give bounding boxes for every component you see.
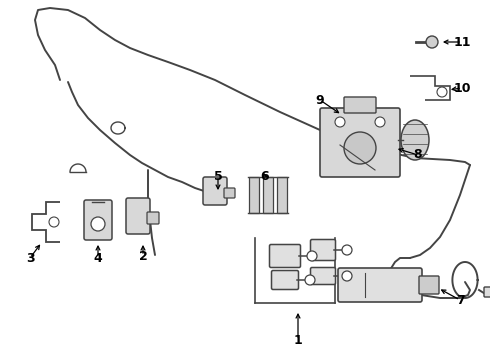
Circle shape [344,132,376,164]
Text: 11: 11 [453,36,471,49]
Ellipse shape [401,120,429,160]
FancyBboxPatch shape [271,270,298,289]
Circle shape [307,251,317,261]
Text: 6: 6 [261,170,270,183]
FancyBboxPatch shape [147,212,159,224]
Circle shape [49,217,59,227]
FancyBboxPatch shape [344,97,376,113]
Circle shape [91,217,105,231]
FancyBboxPatch shape [338,268,422,302]
Text: 5: 5 [214,170,222,183]
Circle shape [335,117,345,127]
Circle shape [375,117,385,127]
FancyBboxPatch shape [84,200,112,240]
FancyBboxPatch shape [419,276,439,294]
FancyBboxPatch shape [203,177,227,205]
Bar [263,177,273,213]
FancyBboxPatch shape [311,267,336,284]
Bar [249,177,259,213]
FancyBboxPatch shape [320,108,400,177]
Text: 4: 4 [94,252,102,265]
Text: 3: 3 [25,252,34,265]
Bar [277,177,287,213]
Circle shape [342,271,352,281]
FancyBboxPatch shape [126,198,150,234]
Circle shape [305,275,315,285]
FancyBboxPatch shape [311,239,336,261]
Circle shape [342,245,352,255]
FancyBboxPatch shape [484,287,490,297]
Text: 2: 2 [139,249,147,262]
FancyBboxPatch shape [270,244,300,267]
Text: 9: 9 [316,94,324,107]
Text: 1: 1 [294,333,302,346]
Text: 7: 7 [456,293,465,306]
Circle shape [426,36,438,48]
Text: 8: 8 [414,148,422,162]
Circle shape [437,87,447,97]
FancyBboxPatch shape [224,188,235,198]
Text: 10: 10 [453,81,471,94]
